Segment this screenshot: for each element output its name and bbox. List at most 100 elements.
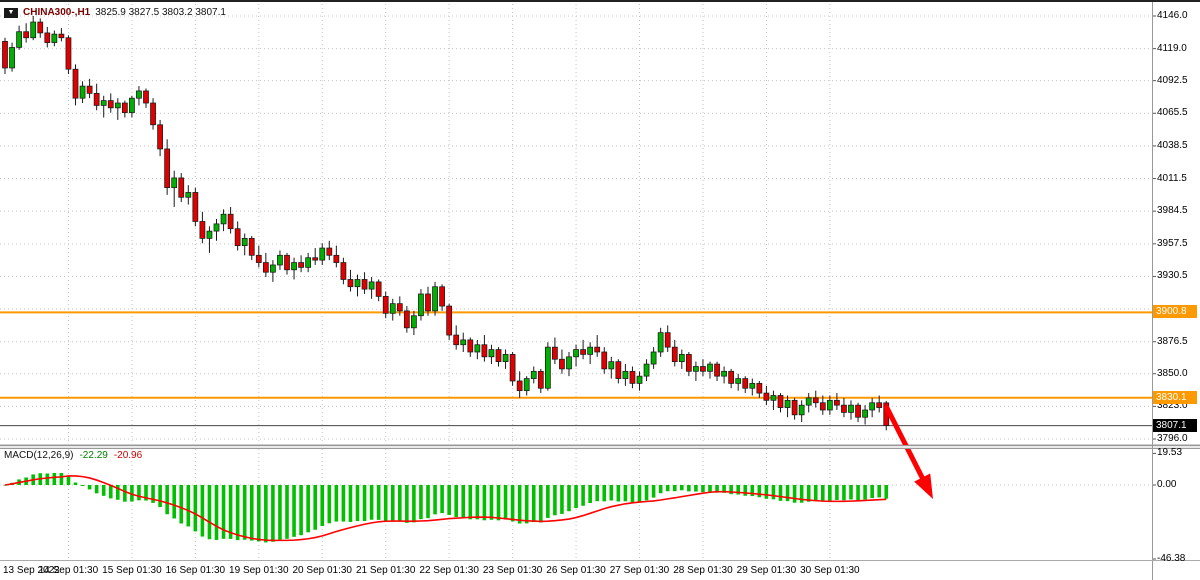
candle-down	[615, 361, 622, 379]
time-axis-label: 19 Sep 01:30	[229, 565, 289, 576]
price-tick-label: 3984.5	[1157, 205, 1188, 217]
candle-down	[157, 124, 163, 150]
candle-down	[284, 254, 290, 271]
macd-histogram-bar	[285, 485, 289, 539]
macd-histogram-bar	[524, 485, 529, 524]
macd-histogram-bar	[398, 485, 402, 522]
macd-histogram-bar	[390, 485, 395, 522]
macd-histogram-bar	[778, 485, 783, 501]
macd-histogram-bar	[694, 485, 698, 492]
price-tick-label: 4038.5	[1157, 139, 1188, 151]
candle-up	[30, 21, 37, 39]
macd-histogram-bar	[87, 485, 92, 490]
price-tick-label: 4065.5	[1157, 107, 1188, 119]
macd-histogram-bar	[264, 485, 268, 543]
candle-up	[587, 346, 594, 355]
candle-up	[798, 404, 805, 416]
candle-up	[530, 370, 537, 379]
candle-up	[319, 247, 326, 261]
candle-up	[206, 230, 213, 239]
macd-histogram-bar	[320, 485, 325, 526]
macd-histogram-bar	[560, 485, 564, 514]
macd-histogram-bar	[546, 485, 550, 518]
panel-separator[interactable]	[0, 445, 1200, 449]
macd-histogram-bar	[101, 485, 106, 496]
macd-histogram-bar	[884, 485, 889, 499]
candle-up	[368, 281, 375, 290]
candle-up	[389, 303, 396, 314]
time-axis-label: 27 Sep 01:30	[609, 565, 670, 576]
candle-up	[129, 97, 135, 114]
candle-up	[185, 192, 192, 198]
candle-down	[664, 332, 671, 348]
candle-down	[580, 349, 586, 355]
arrow-shaft	[883, 404, 928, 485]
candle-down	[671, 346, 678, 363]
candle-down	[403, 310, 410, 329]
candle-up	[270, 264, 276, 273]
symbol-dropdown-icon[interactable]: ▼	[4, 7, 18, 18]
time-axis-label: 15 Sep 01:30	[102, 565, 162, 576]
macd-histogram-bar	[517, 485, 522, 524]
macd-histogram-bar	[644, 485, 649, 501]
candle-down	[37, 21, 44, 34]
candle-down	[347, 279, 354, 288]
price-tick-label: 4119.0	[1157, 42, 1187, 54]
macd-histogram-bar	[108, 485, 113, 499]
candle-up	[608, 361, 615, 370]
candle-up	[305, 257, 312, 268]
macd-histogram-bar	[80, 485, 85, 486]
candle-down	[756, 383, 763, 394]
candle-down	[552, 346, 558, 360]
macd-histogram-bar	[383, 485, 388, 522]
macd-histogram-bar	[616, 485, 621, 502]
candle-down	[700, 366, 706, 372]
candle-down	[143, 90, 149, 104]
indicator-tick-label: 0.00	[1157, 479, 1177, 490]
macd-histogram-bar	[722, 485, 726, 493]
macd-histogram-bar	[863, 485, 867, 500]
candle-down	[255, 254, 262, 263]
candle-up	[220, 213, 227, 225]
candle-up	[136, 90, 142, 99]
macd-histogram-bar	[665, 485, 670, 492]
macd-histogram-bar	[602, 485, 607, 502]
macd-histogram-bar	[680, 485, 684, 491]
macd-histogram-bar	[341, 485, 346, 522]
candle-up	[523, 378, 530, 392]
chart-title-overlay: ▼ CHINA300-,H1 3825.9 3827.5 3803.2 3807…	[4, 7, 226, 18]
candle-up	[241, 238, 248, 247]
candle-down	[777, 395, 784, 408]
macd-histogram-bar	[870, 485, 874, 499]
macd-histogram-bar	[736, 485, 740, 495]
price-tick-label: 4011.5	[1157, 172, 1187, 184]
time-axis-label: 29 Sep 01:30	[736, 565, 797, 576]
candle-down	[516, 380, 523, 392]
macd-histogram-bar	[412, 485, 416, 523]
candle-up	[418, 293, 424, 317]
candles-layer[interactable]	[2, 16, 890, 431]
candle-down	[150, 102, 156, 126]
price-tick-label: 3796.0	[1157, 433, 1188, 444]
macd-histogram-bar	[637, 485, 642, 503]
candle-down	[509, 354, 516, 382]
macd-histogram-bar	[842, 485, 846, 501]
candle-up	[460, 339, 467, 346]
trend-arrow-annotation[interactable]	[883, 404, 933, 499]
candle-down	[446, 305, 453, 336]
price-tick-label: 3876.5	[1157, 335, 1188, 347]
time-axis-label: 26 Sep 01:30	[546, 565, 606, 576]
macd-histogram-bar	[235, 485, 240, 541]
candle-up	[51, 33, 58, 43]
horizontal-lines-layer[interactable]	[0, 311, 1152, 399]
candle-down	[559, 358, 565, 370]
time-axis-label: 13 Sep 2022	[3, 565, 60, 576]
time-axis-label: 16 Sep 01:30	[165, 565, 226, 576]
macd-histogram-bar	[510, 485, 515, 522]
time-axis-label: 21 Sep 01:30	[355, 565, 416, 576]
macd-histogram-bar	[66, 476, 71, 485]
candle-down	[44, 32, 51, 43]
macd-histogram-bar	[588, 485, 592, 504]
candle-up	[805, 397, 812, 406]
